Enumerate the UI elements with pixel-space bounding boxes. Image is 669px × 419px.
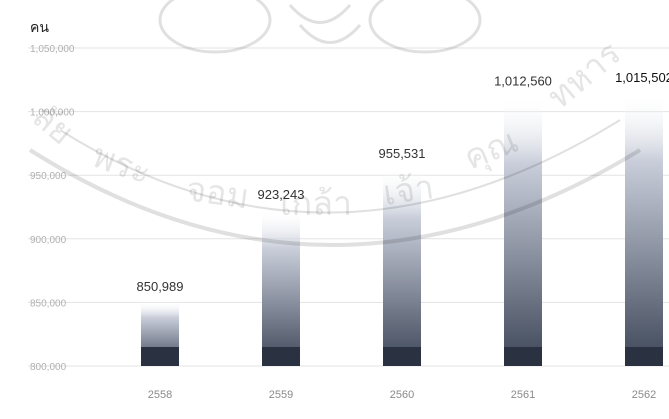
value-label-2559: 923,243 (258, 187, 305, 202)
y-axis-unit-label: คน (30, 19, 49, 35)
bar-2561 (504, 95, 542, 366)
value-label-2560: 955,531 (379, 146, 426, 161)
bar-2559 (262, 209, 300, 366)
y-tick-label: 1,050,000 (30, 44, 75, 55)
x-tick-label-2560: 2560 (390, 389, 414, 401)
y-tick-label: 900,000 (30, 235, 67, 246)
x-tick-label-2562: 2562 (632, 389, 656, 401)
value-label-2561: 1,012,560 (494, 74, 552, 89)
y-tick-label: 950,000 (30, 171, 67, 182)
y-tick-label: 1,000,000 (30, 108, 75, 119)
x-tick-label-2561: 2561 (511, 389, 535, 401)
y-tick-label: 800,000 (30, 362, 67, 373)
value-label-2558: 850,989 (137, 279, 184, 294)
bar-2562 (625, 91, 663, 366)
x-tick-label-2558: 2558 (148, 389, 172, 401)
y-tick-label: 850,000 (30, 298, 67, 309)
bar-2560 (383, 168, 421, 366)
x-tick-label-2559: 2559 (269, 389, 293, 401)
bar-base-2558 (141, 347, 179, 366)
bar-base-2561 (504, 347, 542, 366)
bar-base-2559 (262, 347, 300, 366)
bar-base-2562 (625, 347, 663, 366)
value-label-2562: 1,015,502 (615, 70, 669, 85)
bar-base-2560 (383, 347, 421, 366)
